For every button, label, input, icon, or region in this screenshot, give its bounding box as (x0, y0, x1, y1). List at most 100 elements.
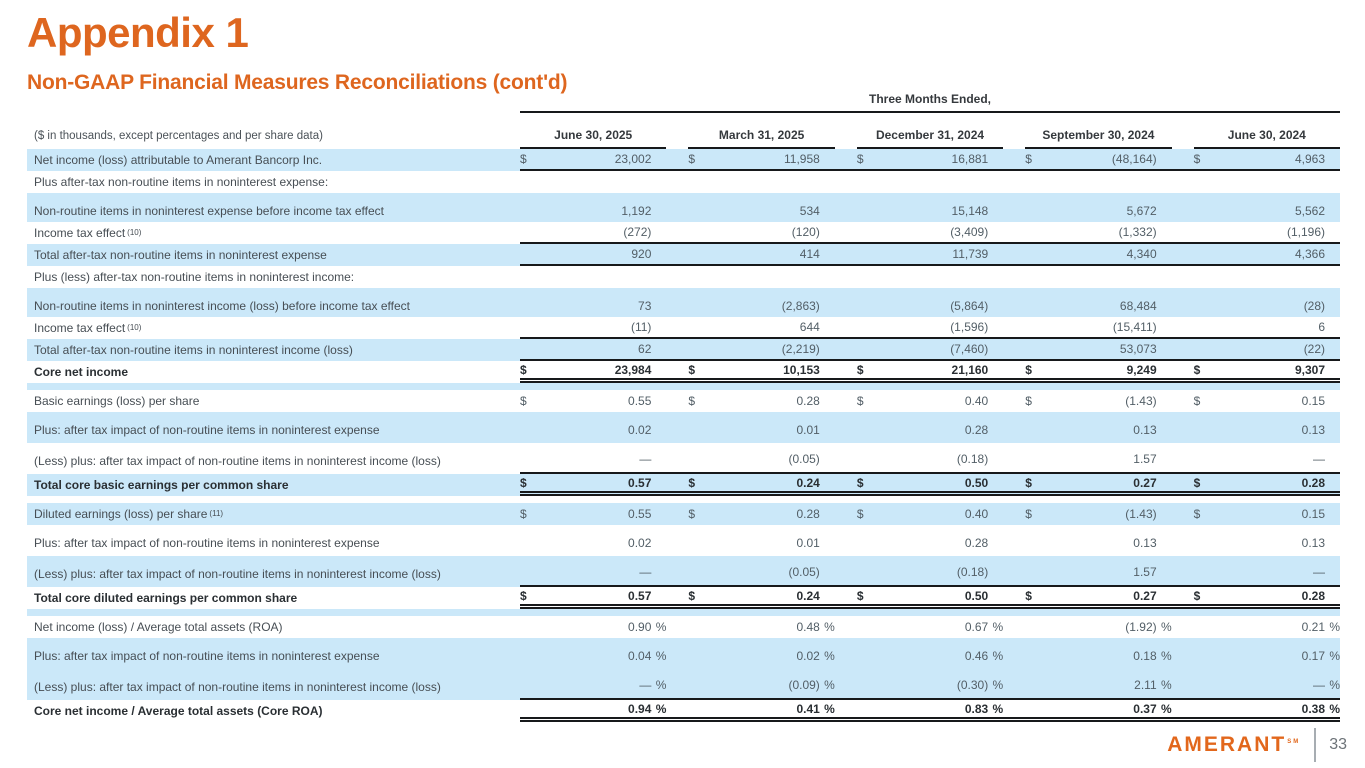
value-cell: 0.04% (520, 649, 666, 663)
value-cell: (22) (1194, 342, 1340, 356)
value-cell: (0.05) (688, 452, 834, 466)
value-cell: 15,148 (857, 204, 1003, 218)
service-mark: SM (1287, 739, 1301, 745)
value-cell: 11,739 (857, 247, 1003, 261)
currency-symbol: $ (1193, 475, 1201, 490)
cell-value: (0.09) (788, 678, 820, 692)
table-header: ($ in thousands, except percentages and … (27, 92, 1341, 149)
cell-value: 644 (799, 320, 820, 334)
value-cell: —% (1194, 678, 1340, 692)
currency-symbol: $ (520, 588, 527, 603)
cell-value: 9,307 (1295, 362, 1326, 377)
row-label: Total core basic earnings per common sha… (34, 478, 289, 492)
value-area: 0.04% 0.02% 0.46% 0.18% 0.17% (520, 638, 1340, 669)
cell-value: 0.24 (796, 475, 820, 490)
value-cell: 0.94% (520, 702, 666, 716)
row-label: (Less) plus: after tax impact of non-rou… (34, 567, 441, 581)
value-area: $0.55 $0.28 $0.40 $ (1.43) $0.15 (520, 503, 1340, 525)
cell-value: 0.28 (964, 423, 989, 437)
page-number: 33 (1329, 736, 1347, 753)
currency-symbol: $ (1193, 152, 1201, 166)
value-cell: $0.50 (857, 476, 1003, 490)
percent-symbol: % (1329, 620, 1341, 634)
cell-value: 11,739 (952, 247, 989, 261)
value-cell: $ (48,164) (1025, 152, 1171, 166)
column-header: March 31, 2025 (688, 113, 835, 149)
table-row: Net income (loss) attributable to Ameran… (27, 149, 1340, 171)
value-area: 73 (2,863) (5,864) 68,484 (28) (520, 295, 1340, 317)
cell-value: (3,409) (950, 225, 989, 239)
cell-value: (0.30) (956, 678, 989, 692)
cell-value: 16,881 (951, 152, 989, 166)
value-cell: (3,409) (857, 225, 1003, 239)
table-row: (Less) plus: after tax impact of non-rou… (27, 443, 1340, 474)
cell-value: 4,340 (1126, 247, 1157, 261)
value-area: — (0.05) (0.18) 1.57 — (520, 556, 1340, 587)
value-area: 920 414 11,739 4,340 4,366 (520, 244, 1340, 266)
percent-symbol: % (655, 678, 667, 692)
value-cell: 1.57 (1025, 452, 1171, 466)
currency-symbol: $ (1193, 394, 1201, 408)
table-row: (Less) plus: after tax impact of non-rou… (27, 556, 1340, 587)
cell-value: 0.01 (796, 536, 820, 550)
value-cell: 0.90% (520, 620, 666, 634)
value-cell: (2,219) (688, 342, 834, 356)
cell-value: 0.41 (796, 701, 820, 716)
value-cell: — (1194, 565, 1340, 579)
table-row: Core net income / Average total assets (… (27, 700, 1340, 722)
table-row: Total after-tax non-routine items in non… (27, 339, 1340, 361)
percent-symbol: % (1160, 701, 1172, 716)
cell-value: (1.43) (1125, 394, 1157, 408)
footer-divider (1314, 728, 1317, 762)
value-cell: $0.28 (1194, 476, 1340, 490)
cell-value: 0.28 (964, 536, 989, 550)
percent-symbol: % (1160, 678, 1172, 692)
cell-value: 0.02 (628, 423, 652, 437)
value-area: 62 (2,219) (7,460) 53,073 (22) (520, 339, 1340, 361)
value-cell: (0.09)% (688, 678, 834, 692)
row-label: Income tax effect (10) (34, 226, 142, 240)
value-cell: 0.01 (688, 536, 834, 550)
value-cell: (272) (520, 225, 666, 239)
cell-value: 2.11 (1134, 678, 1157, 692)
value-cell: $0.55 (520, 394, 666, 408)
value-area: $0.57 $0.24 $0.50 $0.27 $0.28 (520, 474, 1340, 496)
percent-symbol: % (1160, 649, 1172, 663)
value-area: $0.55 $0.28 $0.40 $ (1.43) $0.15 (520, 390, 1340, 412)
value-area: (11) 644 (1,596) (15,411) 6 (520, 317, 1340, 339)
currency-symbol: $ (856, 152, 864, 166)
cell-value: 0.48 (796, 620, 820, 634)
value-cell: $9,249 (1025, 363, 1171, 377)
value-cell: $0.24 (688, 589, 834, 603)
cell-value: 414 (799, 247, 820, 261)
percent-symbol: % (992, 701, 1004, 716)
currency-symbol: $ (520, 507, 527, 521)
cell-value: — (639, 565, 652, 579)
cell-value: (0.05) (788, 565, 820, 579)
value-area (520, 171, 1340, 193)
value-cell: $4,963 (1194, 152, 1340, 166)
spacer-row (27, 193, 1340, 200)
column-header: June 30, 2024 (1193, 113, 1341, 149)
value-cell: $23,002 (520, 152, 666, 166)
value-cell: $9,307 (1194, 363, 1340, 377)
value-cell: 73 (520, 299, 666, 313)
table-row: Diluted earnings (loss) per share (11) $0.… (27, 503, 1340, 525)
cell-value: (15,411) (1112, 320, 1157, 334)
cell-value: 0.57 (628, 588, 652, 603)
currency-symbol: $ (1193, 362, 1201, 377)
percent-symbol: % (992, 620, 1004, 634)
cell-value: 0.38 (1301, 701, 1326, 716)
value-area: 0.94% 0.41% 0.83% 0.37% 0.38% (520, 700, 1340, 722)
row-label: Income tax effect (10) (34, 321, 142, 335)
cell-value: (0.05) (788, 452, 820, 466)
value-cell: (2,863) (688, 299, 834, 313)
value-cell: $0.55 (520, 507, 666, 521)
cell-value: (1.92) (1125, 620, 1157, 634)
currency-symbol: $ (520, 152, 527, 166)
reconciliation-table: ($ in thousands, except percentages and … (27, 92, 1341, 722)
cell-value: 0.13 (1133, 423, 1157, 437)
table-row: Total after-tax non-routine items in non… (27, 244, 1340, 266)
value-cell: $0.28 (688, 394, 834, 408)
cell-value: (7,460) (950, 342, 989, 356)
